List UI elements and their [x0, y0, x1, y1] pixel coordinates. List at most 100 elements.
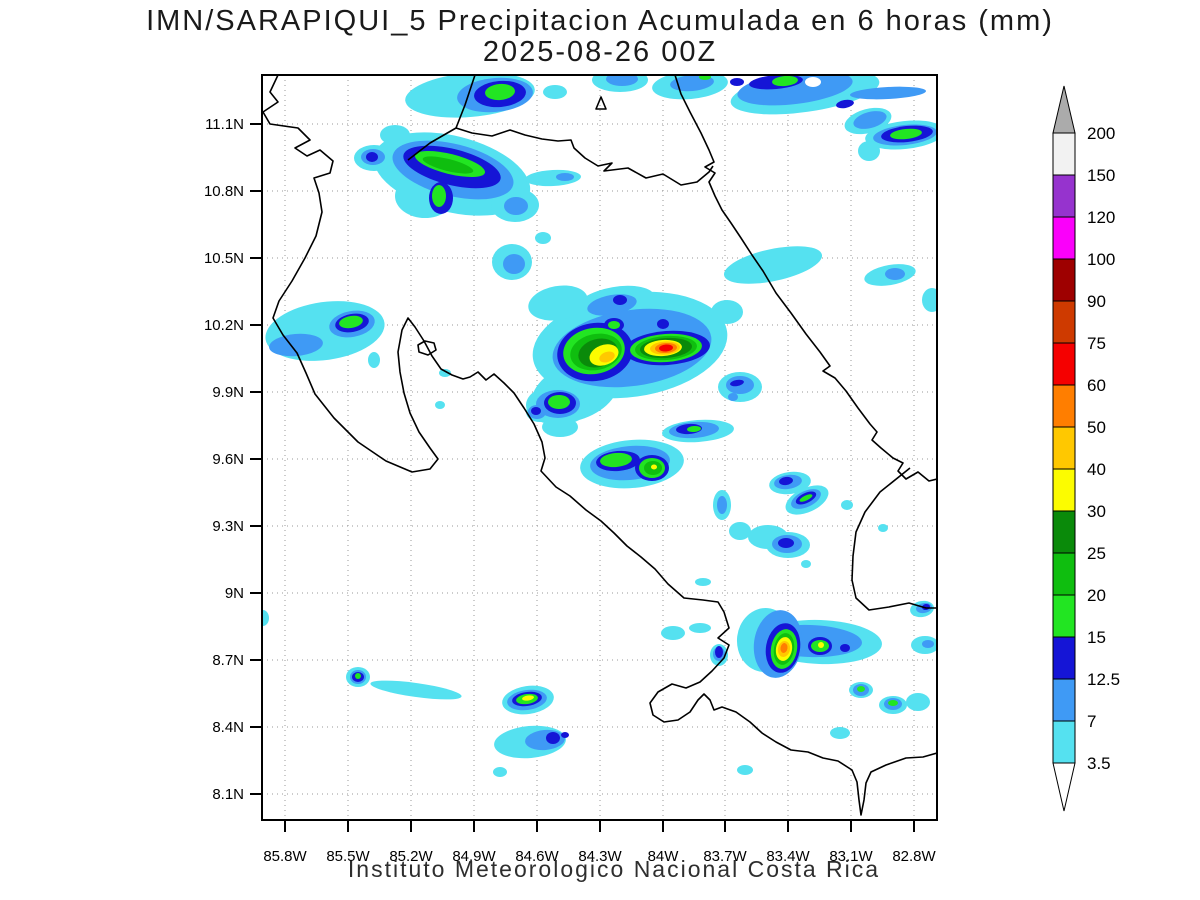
precip-cell: [380, 125, 410, 145]
precip-cell: [613, 295, 627, 305]
precip-cell: [729, 522, 751, 540]
precip-cell: [695, 578, 711, 586]
colorbar-label: 25: [1087, 544, 1106, 563]
precip-cell: [528, 285, 588, 321]
precip-cell: [906, 693, 930, 711]
colorbar-label: 100: [1087, 250, 1115, 269]
precip-cell: [546, 732, 560, 744]
coastline-path: [262, 75, 937, 816]
lon-axis-label: 85.2W: [389, 848, 433, 865]
coastline-layer: [262, 75, 937, 816]
colorbar-cell: [1052, 468, 1076, 512]
colorbar-label: 60: [1087, 376, 1106, 395]
colorbar-label: 40: [1087, 460, 1106, 479]
precip-cell: [561, 732, 569, 738]
lat-axis-label: 10.2N: [204, 317, 244, 334]
colorbar-arrow-up-icon: [1052, 85, 1076, 134]
lon-axis-label: 84W: [648, 848, 680, 865]
colorbar-label: 150: [1087, 166, 1115, 185]
precip-cell: [885, 268, 905, 280]
lon-axis-label: 82.8W: [892, 848, 936, 865]
precip-cell: [818, 642, 824, 648]
precip-cell: [370, 680, 462, 700]
precip-cell: [728, 393, 738, 401]
precip-cell: [432, 185, 446, 207]
precip-cell: [608, 321, 620, 329]
lat-axis-label: 10.8N: [204, 183, 244, 200]
precip-cell: [830, 727, 850, 739]
precip-cell: [503, 254, 525, 274]
lat-axis-label: 9.9N: [212, 384, 244, 401]
colorbar-label: 120: [1087, 208, 1115, 227]
precip-cell: [661, 626, 685, 640]
precip-cell: [778, 538, 794, 548]
precip-cell: [858, 141, 880, 161]
colorbar-label: 75: [1087, 334, 1106, 353]
colorbar-cell: [1052, 216, 1076, 260]
lat-axis-label: 11.1N: [205, 116, 244, 133]
precip-cell: [699, 75, 711, 80]
precip-cell: [799, 494, 813, 502]
precip-cell: [857, 686, 865, 692]
colorbar-label: 3.5: [1087, 754, 1111, 773]
precip-cell: [556, 173, 574, 181]
lon-axis-label: 84.6W: [515, 848, 559, 865]
precip-cell: [841, 500, 853, 510]
precip-cell: [599, 351, 615, 363]
precip-cell: [531, 407, 541, 415]
colorbar-cell: [1052, 174, 1076, 218]
precip-cell: [922, 640, 934, 648]
precip-cell: [689, 623, 711, 633]
lon-axis-label: 85.5W: [326, 848, 370, 865]
colorbar-label: 20: [1087, 586, 1106, 605]
precip-cell: [535, 232, 551, 244]
lon-axis-label: 84.9W: [452, 848, 496, 865]
precipitation-layer: [262, 75, 937, 777]
lat-axis-label: 10.5N: [204, 250, 244, 267]
precip-cell: [606, 75, 638, 86]
colorbar-label: 200: [1087, 124, 1115, 143]
precip-cell: [922, 288, 937, 312]
colorbar-label: 90: [1087, 292, 1106, 311]
lat-axis-label: 8.4N: [212, 719, 244, 736]
colorbar-label: 30: [1087, 502, 1106, 521]
precip-cell: [262, 610, 269, 626]
precip-cell: [840, 644, 850, 652]
precip-cell: [504, 197, 528, 215]
axis-labels: 85.8W 85.5W 85.2W 84.9W 84.6W 84.3W 84W 83.7W 83…: [204, 116, 937, 865]
institution-footer: Instituto Meteorologico Nacional Costa R…: [347, 856, 881, 882]
precip-cell: [715, 646, 723, 658]
colorbar-label: 12.5: [1087, 670, 1120, 689]
precip-cell: [890, 128, 922, 140]
colorbar-cell: [1052, 552, 1076, 596]
coastline-path: [455, 127, 714, 186]
precip-cell: [522, 695, 534, 701]
precip-cell: [723, 246, 823, 284]
colorbar-label: 50: [1087, 418, 1106, 437]
precip-cell: [439, 369, 451, 377]
lon-axis-label: 85.8W: [263, 848, 307, 865]
colorbar-label: 7: [1087, 712, 1096, 731]
precip-cell: [780, 643, 788, 653]
precip-cell: [368, 352, 380, 368]
precip-cell: [878, 524, 888, 532]
precip-cell: [687, 425, 701, 433]
precip-cell: [366, 152, 378, 162]
precip-cell: [657, 319, 669, 329]
precip-cell: [805, 77, 821, 87]
coastline-path: [851, 467, 937, 611]
colorbar-cell: [1052, 300, 1076, 344]
lon-axis-label: 83.7W: [703, 848, 747, 865]
precip-cell: [850, 86, 926, 100]
precip-cell: [717, 496, 727, 514]
precip-cell: [600, 452, 632, 468]
coastline-path: [595, 96, 607, 110]
precip-cell: [888, 700, 898, 706]
precip-cell: [779, 476, 793, 486]
colorbar-arrow-down-icon: [1052, 762, 1076, 812]
precip-cell: [772, 75, 798, 87]
coastline-path: [674, 75, 937, 482]
precip-cell: [493, 767, 507, 777]
